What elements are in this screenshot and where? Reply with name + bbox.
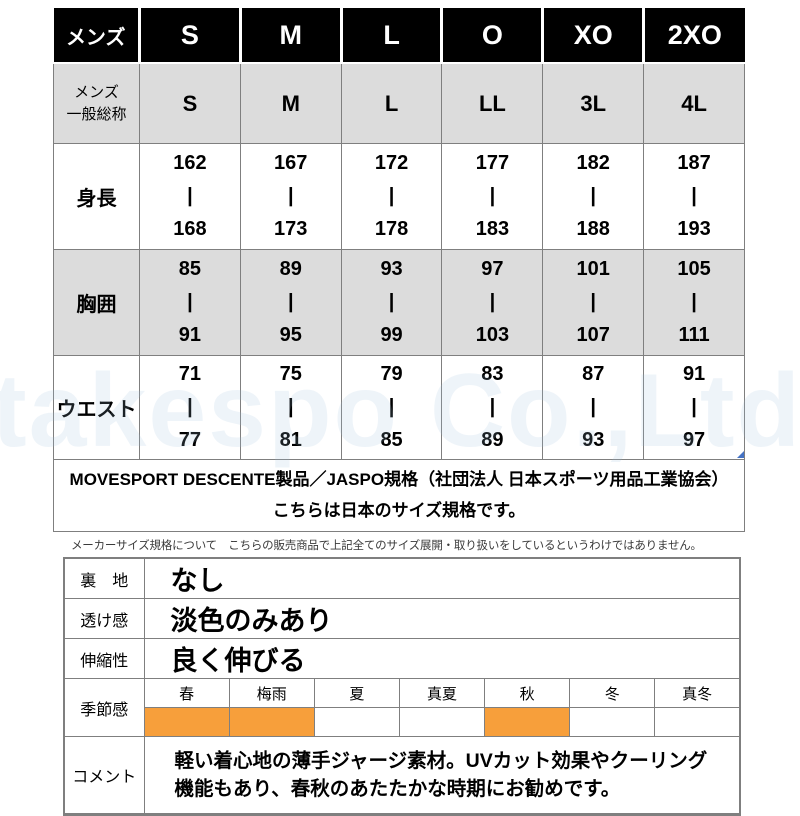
sheerness-row: 透け感 淡色のみあり <box>63 598 741 639</box>
season-col-summer: 夏 <box>313 678 400 708</box>
season-highlight-cell <box>569 707 656 737</box>
range-cell: 83 | 89 <box>441 355 544 460</box>
cell-corner-marker-icon <box>737 451 744 458</box>
range-cell: 172 | 178 <box>340 143 443 250</box>
season-highlight-cell <box>484 707 571 737</box>
lining-row: 裏 地 なし <box>63 557 741 599</box>
size-col-header: O <box>440 8 543 64</box>
standards-note: MOVESPORT DESCENTE製品／JASPO規格（社団法人 日本スポーツ… <box>53 459 745 532</box>
size-col-header: XO <box>541 8 644 64</box>
spec-value-lining: なし <box>143 557 741 599</box>
season-highlight-row <box>64 707 741 737</box>
size-cell: 4L <box>643 62 745 144</box>
range-cell: 177 | 183 <box>441 143 544 250</box>
size-table-corner-header: メンズ <box>53 8 140 64</box>
stretch-row: 伸縮性 良く伸びる <box>63 638 741 679</box>
row-label-waist: ウエスト <box>53 355 140 460</box>
size-cell: M <box>239 62 342 144</box>
size-col-header: L <box>339 8 442 64</box>
range-cell: 87 | 93 <box>542 355 645 460</box>
size-col-header: 2XO <box>642 8 745 64</box>
range-cell: 91 | 97 <box>643 355 745 460</box>
range-cell: 93 | 99 <box>340 249 443 356</box>
general-size-row: メンズ 一般総称 S M L LL 3L 4L <box>53 62 745 144</box>
spec-value-sheerness: 淡色のみあり <box>143 598 741 639</box>
season-highlight-cell <box>313 707 400 737</box>
size-table-header-row: メンズ S M L O XO 2XO <box>53 8 745 64</box>
range-cell: 105 | 111 <box>643 249 745 356</box>
size-col-header: M <box>238 8 342 64</box>
range-cell: 79 | 85 <box>340 355 443 460</box>
season-col-autumn: 秋 <box>484 678 571 708</box>
range-cell: 101 | 107 <box>542 249 645 356</box>
size-cell: S <box>139 62 241 144</box>
season-col-midwinter: 真冬 <box>654 678 741 708</box>
season-header-row: 季節感 春 梅雨 夏 真夏 秋 冬 真冬 <box>63 678 741 737</box>
size-table: メンズ S M L O XO 2XO メンズ 一般総称 S M L LL 3L … <box>53 8 745 532</box>
spec-label-comment: コメント <box>63 736 145 815</box>
season-highlight-cell <box>143 707 230 737</box>
row-label-chest: 胸囲 <box>53 249 140 356</box>
season-col-midsummer: 真夏 <box>398 678 486 708</box>
size-cell: LL <box>441 62 544 144</box>
standards-note-line1: MOVESPORT DESCENTE製品／JASPO規格（社団法人 日本スポーツ… <box>69 469 729 489</box>
season-highlight-cell <box>398 707 486 737</box>
comment-row: コメント 軽い着心地の薄手ジャージ素材。UVカット効果やクーリング 機能もあり、… <box>63 736 741 815</box>
standards-note-row: MOVESPORT DESCENTE製品／JASPO規格（社団法人 日本スポーツ… <box>53 459 745 532</box>
range-cell: 71 | 77 <box>139 355 241 460</box>
standards-note-line2: こちらは日本のサイズ規格です。 <box>272 500 526 520</box>
season-highlight-cell <box>228 707 315 737</box>
size-cell: L <box>340 62 443 144</box>
season-col-winter: 冬 <box>569 678 656 708</box>
range-cell: 75 | 81 <box>239 355 342 460</box>
maker-size-disclaimer: メーカーサイズ規格について こちらの販売商品で上記全てのサイズ展開・取り扱いをし… <box>71 540 702 552</box>
waist-row: ウエスト 71 | 77 75 | 81 79 | 85 83 | 89 87 … <box>53 355 745 460</box>
spec-table: 裏 地 なし 透け感 淡色のみあり 伸縮性 良く伸びる 季節感 春 梅雨 夏 真… <box>63 557 741 816</box>
season-col-rainy: 梅雨 <box>228 678 315 708</box>
size-col-header: S <box>138 8 241 64</box>
spec-comment-text: 軽い着心地の薄手ジャージ素材。UVカット効果やクーリング 機能もあり、春秋のあた… <box>143 736 741 815</box>
range-cell: 162 | 168 <box>139 143 241 250</box>
spec-label-season: 季節感 <box>63 678 145 737</box>
row-label-height: 身長 <box>53 143 140 250</box>
chest-row: 胸囲 85 | 91 89 | 95 93 | 99 97 | 103 101 … <box>53 249 745 356</box>
season-col-spring: 春 <box>143 678 230 708</box>
row-label-general: メンズ 一般総称 <box>53 62 140 144</box>
range-cell: 167 | 173 <box>239 143 342 250</box>
range-cell: 187 | 193 <box>643 143 745 250</box>
spec-label-lining: 裏 地 <box>63 557 145 599</box>
season-highlight-cell <box>654 707 741 737</box>
range-cell: 182 | 188 <box>542 143 645 250</box>
size-cell: 3L <box>542 62 645 144</box>
range-cell: 85 | 91 <box>139 249 241 356</box>
spec-label-stretch: 伸縮性 <box>63 638 145 679</box>
range-cell: 97 | 103 <box>441 249 544 356</box>
range-cell: 89 | 95 <box>239 249 342 356</box>
spec-value-stretch: 良く伸びる <box>143 638 741 679</box>
height-row: 身長 162 | 168 167 | 173 172 | 178 177 | 1… <box>53 143 745 250</box>
spec-label-sheerness: 透け感 <box>63 598 145 639</box>
